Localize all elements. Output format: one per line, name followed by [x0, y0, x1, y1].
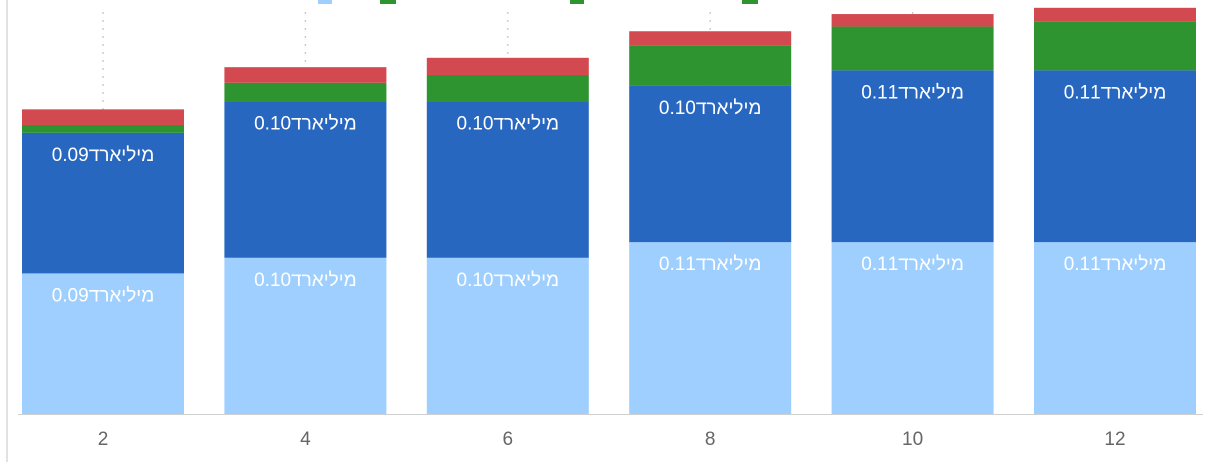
- bar-segment: [629, 31, 792, 46]
- x-tick-label: 12: [1104, 429, 1125, 450]
- data-label: מיליארד0.10: [457, 114, 560, 135]
- bar-segment: [426, 257, 589, 414]
- bar-segment: [1034, 242, 1196, 414]
- x-tick-label: 10: [902, 429, 923, 450]
- bar-segment: [224, 82, 387, 102]
- data-label: מיליארד0.09: [52, 285, 155, 306]
- data-label: מיליארד0.11: [659, 254, 762, 275]
- frame-border: [6, 0, 8, 462]
- legend-marker: [570, 0, 584, 4]
- data-labels: מיליארד0.09 מיליארד0.09 מיליארד0.10 מיליארד…: [52, 82, 1167, 306]
- x-axis-ticks: 2 4 6 8 10 12: [98, 429, 1126, 450]
- bar-segment: [426, 74, 589, 102]
- data-label: מיליארד0.09: [52, 145, 155, 166]
- bar-segment: [629, 242, 792, 414]
- data-label: מיליארד0.10: [254, 114, 357, 135]
- data-label: מיליארד0.11: [1064, 254, 1167, 275]
- data-label: מיליארד0.10: [254, 270, 357, 291]
- bar-segment: [224, 101, 387, 258]
- legend-marker: [742, 0, 758, 4]
- legend-marker: [380, 0, 396, 4]
- bar-segment: [831, 14, 994, 27]
- legend-marker: [318, 0, 332, 4]
- bar-segment: [1034, 70, 1196, 243]
- bar-segment: [224, 67, 387, 83]
- bar-segment: [629, 45, 792, 86]
- bar-segment: [1034, 7, 1196, 22]
- bar-segment: [831, 26, 994, 71]
- bars: [22, 7, 1196, 414]
- data-label: מיליארד0.10: [659, 98, 762, 119]
- data-label: מיליארד0.11: [861, 254, 964, 275]
- x-tick-label: 6: [503, 429, 514, 450]
- bar-segment: [426, 101, 589, 258]
- x-tick-label: 2: [98, 429, 109, 450]
- bar-segment: [22, 132, 184, 274]
- data-label: מיליארד0.11: [861, 82, 964, 103]
- bar-segment: [1034, 21, 1196, 71]
- legend: [318, 0, 758, 4]
- data-label: מיליארד0.10: [457, 270, 560, 291]
- bar-segment: [831, 70, 994, 243]
- bar-segment: [22, 124, 184, 133]
- bar-segment: [22, 273, 184, 414]
- data-label: מיליארד0.11: [1064, 82, 1167, 103]
- bar-segment: [629, 85, 792, 243]
- x-tick-label: 4: [300, 429, 311, 450]
- x-tick-label: 8: [705, 429, 716, 450]
- bar-segment: [831, 242, 994, 414]
- bar-segment: [426, 57, 589, 75]
- bar-segment: [22, 109, 184, 125]
- bar-segment: [224, 257, 387, 414]
